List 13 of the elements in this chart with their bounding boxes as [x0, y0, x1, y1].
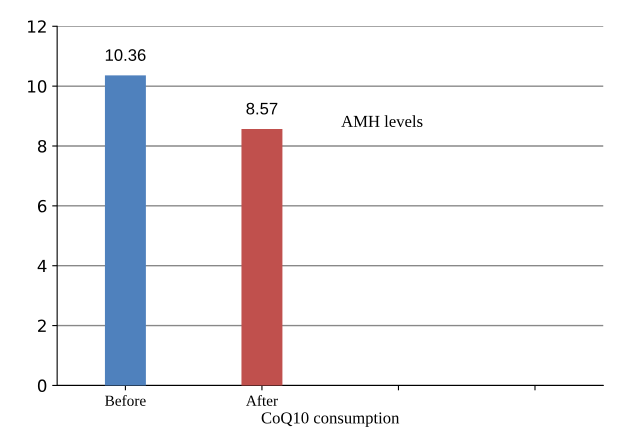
y-tick-label: 10	[28, 80, 46, 93]
x-axis-title: CoQ10 consumption	[262, 412, 400, 427]
y-tick-label: 4	[38, 260, 46, 272]
data-label: 8.57	[246, 102, 278, 115]
y-tick-label: 2	[38, 320, 46, 332]
annotation: AMH levels	[341, 115, 422, 128]
data-label: 10.36	[106, 49, 146, 61]
x-tick-label: After	[246, 395, 278, 406]
x-tick-label: Before	[105, 395, 146, 406]
y-tick-label: 0	[38, 379, 46, 392]
y-tick-label: 8	[38, 140, 46, 153]
y-tick-label: 12	[28, 20, 46, 33]
y-tick-label: 6	[38, 200, 46, 212]
